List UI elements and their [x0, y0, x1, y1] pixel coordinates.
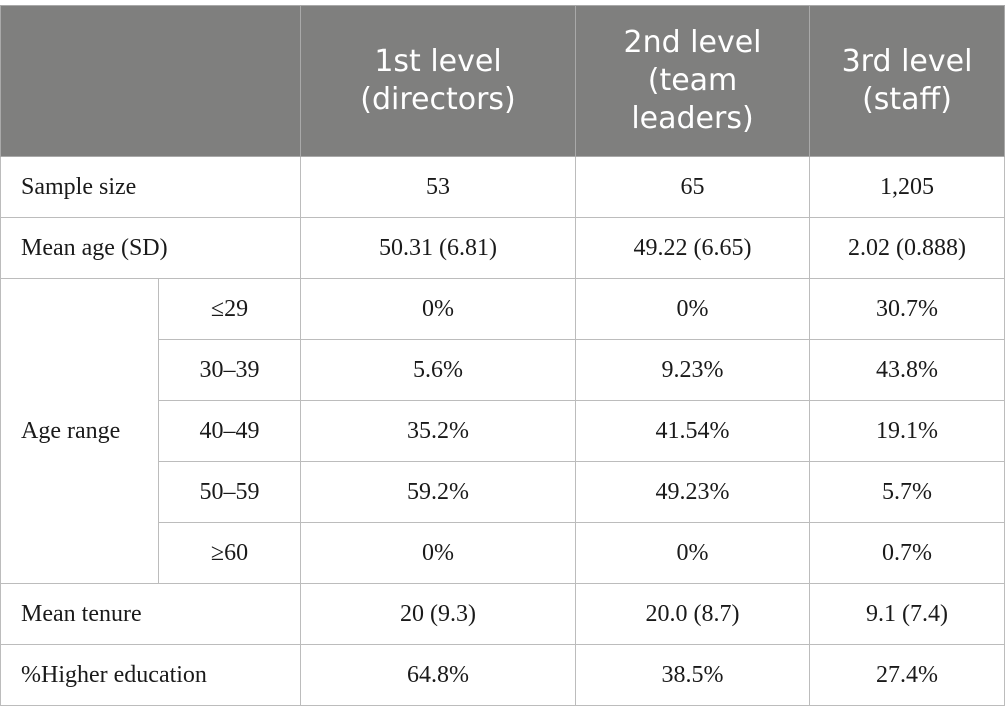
table-cell: 9.23% [575, 339, 810, 401]
row-label-higher-education: %Higher education [0, 644, 301, 706]
table-cell: 38.5% [575, 644, 810, 706]
row-label-sample-size: Sample size [0, 156, 301, 218]
table-row-age-band: 50–59 59.2% 49.23% 5.7% [1, 461, 1005, 523]
table-cell: 53 [300, 156, 576, 218]
header-2nd-level-line2: (team [647, 63, 738, 98]
table-cell: 0% [300, 278, 576, 340]
table-cell: 35.2% [300, 400, 576, 462]
header-row: 1st level (directors) 2nd level (team le… [0, 5, 1005, 157]
table-cell: 0.7% [809, 522, 1005, 584]
table-cell: 1,205 [809, 156, 1005, 218]
table-cell: 43.8% [809, 339, 1005, 401]
table-cell: 41.54% [575, 400, 810, 462]
table-row-mean-age: Mean age (SD) 50.31 (6.81) 49.22 (6.65) … [0, 217, 1005, 279]
table-cell: 0% [300, 522, 576, 584]
table-row-mean-tenure: Mean tenure 20 (9.3) 20.0 (8.7) 9.1 (7.4… [0, 583, 1005, 645]
header-corner-cell [0, 5, 301, 157]
table-row-sample-size: Sample size 53 65 1,205 [0, 156, 1005, 218]
table-cell: 19.1% [809, 400, 1005, 462]
table-cell: 9.1 (7.4) [809, 583, 1005, 645]
table-cell: 20.0 (8.7) [575, 583, 810, 645]
table-cell: 2.02 (0.888) [809, 217, 1005, 279]
header-2nd-level-line3: leaders) [631, 101, 754, 136]
header-3rd-level-line2: (staff) [862, 82, 952, 117]
table-cell: 0% [575, 278, 810, 340]
table-cell: 49.22 (6.65) [575, 217, 810, 279]
header-1st-level-line1: 1st level [374, 44, 502, 79]
table-cell: 27.4% [809, 644, 1005, 706]
header-1st-level-line2: (directors) [360, 82, 516, 117]
table-cell: 50.31 (6.81) [300, 217, 576, 279]
table-cell: 20 (9.3) [300, 583, 576, 645]
demographics-table: 1st level (directors) 2nd level (team le… [0, 5, 1005, 706]
age-band-label: ≤29 [158, 278, 301, 340]
table-cell: 65 [575, 156, 810, 218]
row-label-mean-age: Mean age (SD) [0, 217, 301, 279]
table-cell: 5.7% [809, 461, 1005, 523]
table-cell: 64.8% [300, 644, 576, 706]
header-2nd-level: 2nd level (team leaders) [575, 5, 810, 157]
age-band-label: 30–39 [158, 339, 301, 401]
age-band-label: 50–59 [158, 461, 301, 523]
row-label-mean-tenure: Mean tenure [0, 583, 301, 645]
header-3rd-level-line1: 3rd level [841, 44, 973, 79]
table-row-age-band: ≥60 0% 0% 0.7% [1, 522, 1005, 584]
row-label-age-range: Age range [0, 278, 159, 584]
header-2nd-level-line1: 2nd level [623, 25, 762, 60]
age-band-label: 40–49 [158, 400, 301, 462]
table-row-higher-education: %Higher education 64.8% 38.5% 27.4% [0, 644, 1005, 706]
header-1st-level: 1st level (directors) [300, 5, 576, 157]
table-cell: 0% [575, 522, 810, 584]
table-cell: 49.23% [575, 461, 810, 523]
table-row-age-band: Age range ≤29 0% 0% 30.7% [0, 278, 1005, 584]
table-cell: 59.2% [300, 461, 576, 523]
age-band-label: ≥60 [158, 522, 301, 584]
table-cell: 5.6% [300, 339, 576, 401]
header-3rd-level: 3rd level (staff) [809, 5, 1005, 157]
table-cell: 30.7% [809, 278, 1005, 340]
